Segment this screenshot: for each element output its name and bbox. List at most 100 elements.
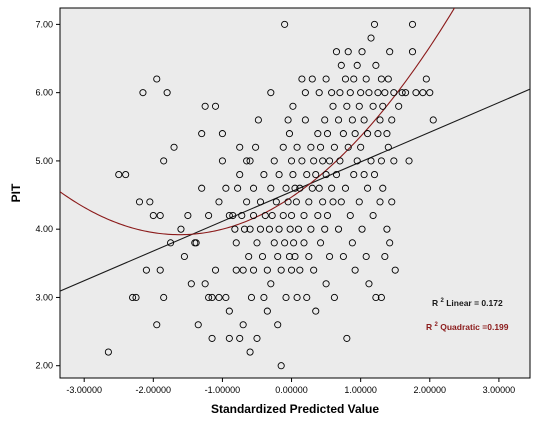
data-point (362, 75, 370, 83)
data-point (249, 266, 258, 274)
fit-lines (60, 8, 530, 292)
data-point (222, 184, 230, 192)
data-point (301, 116, 309, 124)
data-point (156, 211, 164, 220)
data-point (184, 211, 192, 220)
quadratic-fit-curve (60, 8, 456, 236)
data-point (365, 280, 373, 288)
data-point (279, 211, 287, 220)
data-point (194, 321, 202, 329)
data-point (364, 130, 372, 138)
data-point (249, 211, 258, 220)
data-point (281, 20, 289, 28)
data-point (321, 116, 329, 124)
data-point (341, 184, 350, 192)
data-point (129, 293, 137, 302)
x-axis: -3.00000 -2.00000 -1.00000 0.00000 1.00000 2.… (66, 378, 515, 395)
data-point (364, 184, 372, 192)
y-axis: 2.00 3.00 4.00 5.00 6.00 7.00 (35, 19, 60, 371)
linear-fit-label-prefix: R (432, 298, 438, 308)
data-point (328, 184, 336, 192)
data-point (381, 252, 389, 261)
data-point (388, 198, 396, 206)
data-point (170, 143, 178, 151)
data-point (329, 102, 337, 110)
data-point (353, 157, 361, 165)
data-point (303, 293, 311, 302)
data-point (372, 61, 380, 69)
data-point (412, 89, 420, 97)
data-point (205, 293, 213, 302)
data-point (350, 171, 358, 179)
data-point (198, 184, 206, 192)
data-point (291, 184, 299, 192)
data-point (307, 143, 315, 151)
data-point (390, 89, 398, 97)
data-point (355, 198, 363, 206)
data-point (377, 75, 385, 83)
data-point (303, 171, 311, 179)
data-point (379, 102, 387, 110)
data-point (256, 198, 264, 206)
data-point (293, 143, 301, 151)
data-point (218, 157, 226, 165)
data-point (305, 252, 313, 261)
data-point (323, 130, 332, 138)
data-point (346, 211, 354, 220)
data-point (285, 130, 294, 138)
data-point (163, 89, 171, 97)
data-point (343, 102, 351, 110)
data-point (374, 89, 382, 97)
data-point (286, 225, 294, 233)
data-point (239, 266, 247, 274)
data-point (267, 280, 275, 288)
data-point (218, 130, 226, 138)
linear-fit-line (60, 88, 530, 292)
data-point (383, 225, 391, 233)
y-tick-label: 7.00 (35, 19, 53, 29)
data-point (201, 280, 209, 288)
x-tick-label: -2.00000 (136, 385, 172, 395)
data-point (287, 211, 296, 220)
data-point (258, 252, 267, 261)
data-point (289, 102, 297, 110)
data-point (142, 266, 150, 274)
data-point (326, 157, 334, 165)
y-tick-label: 5.00 (35, 156, 53, 166)
data-point (314, 211, 322, 220)
linear-fit-label: R 2 Linear = 0.172 (432, 294, 503, 308)
data-point (198, 130, 206, 138)
data-point (277, 362, 285, 370)
x-tick-label: -3.00000 (66, 385, 102, 395)
data-point (395, 102, 403, 110)
data-point (139, 89, 147, 97)
data-point (211, 266, 220, 274)
data-point (252, 143, 260, 151)
data-point (365, 89, 373, 97)
data-point (422, 75, 430, 83)
data-point (135, 198, 144, 206)
data-point (260, 293, 268, 302)
data-point (146, 198, 154, 206)
y-tick-label: 6.00 (35, 88, 53, 98)
data-point (277, 266, 285, 274)
plot-area (59, 7, 531, 379)
data-point (300, 211, 308, 220)
data-point (282, 184, 290, 192)
y-tick-label: 3.00 (35, 292, 53, 302)
data-point (201, 102, 209, 110)
data-point (308, 75, 316, 83)
data-point (323, 211, 332, 220)
data-point (243, 157, 251, 165)
data-point (405, 157, 413, 165)
data-point (265, 225, 273, 233)
data-point (247, 293, 256, 302)
data-point (284, 198, 292, 206)
data-point (300, 239, 308, 247)
data-point (391, 266, 399, 274)
data-point (225, 334, 233, 342)
data-point (234, 184, 242, 192)
data-point (336, 157, 344, 165)
data-point (239, 321, 247, 329)
